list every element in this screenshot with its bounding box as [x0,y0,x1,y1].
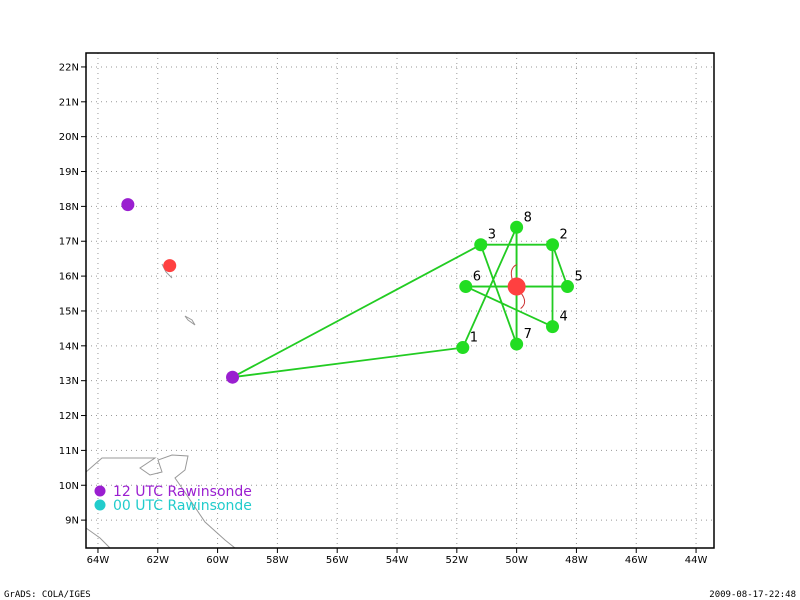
drop-point-marker [456,341,470,355]
rawinsonde-12utc-marker [226,370,240,384]
tick-label-lon: 62W [146,555,169,566]
legend-12utc-label: 12 UTC Rawinsonde [113,484,252,500]
tick-label-lat: 17N [59,237,79,248]
track-line [232,226,569,379]
observation-points: 1 2 3 4 5 6 7 8 [121,198,583,384]
footer-right: 2009-08-17-22:48 [709,590,796,600]
tick-label-lat: 22N [59,62,79,73]
coastline-south-america-west [85,527,111,549]
tick-label-lat: 14N [59,341,79,352]
tick-label-lon: 52W [446,555,469,566]
tick-label-lon: 64W [87,555,110,566]
coastline-south-america [85,454,236,549]
tick-label-lat: 9N [65,516,79,527]
tick-label-lon: 60W [206,555,229,566]
coastline-island [184,315,196,326]
footer-left: GrADS: COLA/IGES [4,590,91,600]
drop-point-label: 4 [560,310,568,325]
drop-point-label: 5 [574,270,582,285]
drop-point-marker [459,280,473,294]
drop-point-marker [546,320,560,334]
map-frame [85,52,715,549]
tick-label-lat: 11N [59,446,79,457]
tick-label-lat: 19N [59,167,79,178]
tick-label-lat: 13N [59,376,79,387]
legend-00utc-marker [94,499,106,511]
tick-label-lon: 56W [326,555,349,566]
tick-label-lat: 10N [59,481,79,492]
drop-point-label: 7 [524,327,532,342]
drop-point-label: 2 [560,228,568,243]
tick-label-lon: 54W [386,555,409,566]
tick-label-lat: 20N [59,132,79,143]
drop-point-label: 6 [473,270,481,285]
tick-label-lon: 46W [625,555,648,566]
hurricane-symbol-arm [520,292,526,309]
tick-label-lon: 44W [685,555,708,566]
drop-point-label: 8 [524,210,532,225]
flight-track [232,226,569,379]
tick-label-lat: 21N [59,97,79,108]
tick-label-lat: 16N [59,272,79,283]
tick-label-lon: 50W [505,555,528,566]
legend-12utc-marker [94,485,106,497]
storm-center-marker [507,277,526,296]
drop-point-label: 1 [470,331,478,346]
drop-point-marker [560,280,574,294]
drop-point-marker [510,220,524,234]
rawinsonde-12utc-marker [121,198,135,212]
tick-label-lat: 15N [59,306,79,317]
tick-label-lon: 58W [266,555,289,566]
drop-point-marker [474,238,488,252]
tick-label-lat: 12N [59,411,79,422]
axis-ticks: 64W 62W 60W 58W 56W 54W 52W 50W 48W 46W 44W9N10N11… [59,62,708,566]
hurricane-symbol-arm [510,264,517,281]
tick-label-lat: 18N [59,202,79,213]
drop-point-marker [546,238,560,252]
legend: 12 UTC Rawinsonde 00 UTC Rawinsonde [94,484,252,514]
tick-label-lon: 48W [565,555,588,566]
drop-point-marker [510,337,524,351]
secondary-center-marker [163,259,177,273]
drop-point-label: 3 [488,228,496,243]
legend-00utc-label: 00 UTC Rawinsonde [113,498,252,514]
